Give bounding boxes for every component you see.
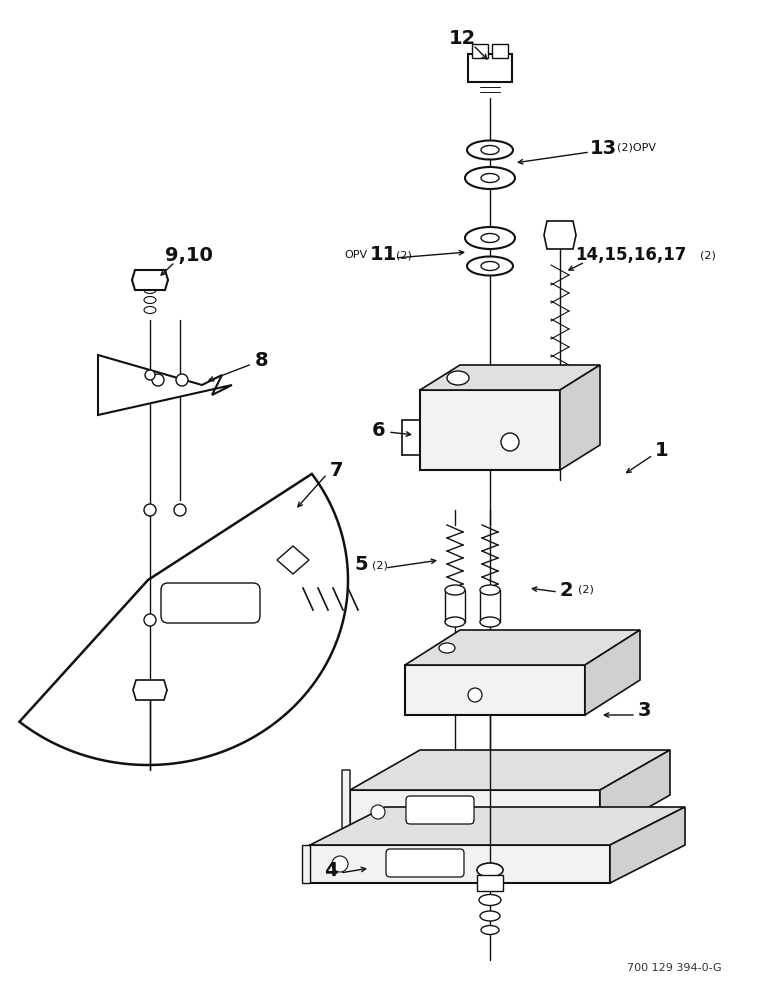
Ellipse shape bbox=[144, 306, 156, 314]
Ellipse shape bbox=[445, 617, 465, 627]
Text: 7: 7 bbox=[330, 460, 344, 480]
FancyBboxPatch shape bbox=[386, 849, 464, 877]
Polygon shape bbox=[610, 807, 685, 883]
Bar bbox=[468, 54, 512, 82]
Text: (2): (2) bbox=[372, 560, 388, 570]
FancyBboxPatch shape bbox=[406, 796, 474, 824]
Ellipse shape bbox=[501, 433, 519, 451]
Ellipse shape bbox=[468, 688, 482, 702]
Text: OPV: OPV bbox=[345, 250, 368, 260]
Text: (2)OPV: (2)OPV bbox=[617, 143, 656, 153]
Polygon shape bbox=[405, 630, 640, 665]
Polygon shape bbox=[302, 845, 310, 883]
Bar bbox=[492, 44, 508, 58]
Polygon shape bbox=[342, 770, 350, 855]
Ellipse shape bbox=[481, 261, 499, 270]
Ellipse shape bbox=[479, 894, 501, 906]
Ellipse shape bbox=[144, 286, 156, 294]
Polygon shape bbox=[600, 750, 670, 835]
Text: (2): (2) bbox=[578, 585, 594, 595]
Ellipse shape bbox=[480, 617, 500, 627]
Bar bbox=[350, 790, 600, 835]
Ellipse shape bbox=[332, 856, 348, 872]
Text: 1: 1 bbox=[655, 440, 669, 460]
Ellipse shape bbox=[144, 614, 156, 626]
Text: (2): (2) bbox=[396, 250, 412, 260]
Ellipse shape bbox=[144, 504, 156, 516]
Text: 5: 5 bbox=[354, 556, 368, 574]
Ellipse shape bbox=[371, 805, 385, 819]
Bar bbox=[480, 590, 500, 622]
Bar bbox=[477, 875, 503, 891]
Ellipse shape bbox=[465, 227, 515, 249]
Polygon shape bbox=[420, 365, 600, 390]
Polygon shape bbox=[98, 355, 232, 415]
Text: (2): (2) bbox=[700, 250, 716, 260]
Ellipse shape bbox=[439, 643, 455, 653]
Ellipse shape bbox=[174, 504, 186, 516]
Polygon shape bbox=[560, 365, 600, 470]
Ellipse shape bbox=[477, 863, 503, 877]
Ellipse shape bbox=[481, 174, 499, 182]
Bar bbox=[420, 390, 560, 470]
Ellipse shape bbox=[481, 233, 499, 242]
Text: 11: 11 bbox=[370, 245, 398, 264]
Bar bbox=[472, 44, 488, 58]
Text: 8: 8 bbox=[255, 351, 269, 369]
Text: 4: 4 bbox=[324, 860, 338, 880]
Ellipse shape bbox=[481, 145, 499, 154]
Polygon shape bbox=[277, 546, 309, 574]
Ellipse shape bbox=[481, 926, 499, 934]
Ellipse shape bbox=[144, 296, 156, 304]
Ellipse shape bbox=[445, 585, 465, 595]
Ellipse shape bbox=[176, 374, 188, 386]
Bar bbox=[405, 665, 585, 715]
Bar bbox=[310, 845, 610, 883]
Ellipse shape bbox=[480, 911, 500, 921]
Ellipse shape bbox=[467, 256, 513, 275]
Ellipse shape bbox=[480, 585, 500, 595]
Bar bbox=[445, 590, 465, 622]
FancyBboxPatch shape bbox=[161, 583, 260, 623]
Text: 6: 6 bbox=[371, 420, 385, 440]
Ellipse shape bbox=[467, 140, 513, 159]
Polygon shape bbox=[133, 680, 167, 700]
Ellipse shape bbox=[152, 374, 164, 386]
Polygon shape bbox=[19, 474, 348, 765]
Polygon shape bbox=[132, 270, 168, 290]
Ellipse shape bbox=[447, 371, 469, 385]
Text: 3: 3 bbox=[638, 700, 652, 720]
Text: 13: 13 bbox=[590, 138, 617, 157]
Ellipse shape bbox=[145, 370, 155, 380]
Polygon shape bbox=[585, 630, 640, 715]
Polygon shape bbox=[544, 221, 576, 249]
Polygon shape bbox=[310, 807, 685, 845]
Text: 2: 2 bbox=[560, 580, 574, 599]
Polygon shape bbox=[350, 750, 670, 790]
Text: 14,15,16,17: 14,15,16,17 bbox=[575, 246, 686, 264]
Ellipse shape bbox=[465, 167, 515, 189]
Text: 700 129 394-0-G: 700 129 394-0-G bbox=[628, 963, 722, 973]
Text: 12: 12 bbox=[449, 28, 476, 47]
Text: 9,10: 9,10 bbox=[165, 245, 213, 264]
